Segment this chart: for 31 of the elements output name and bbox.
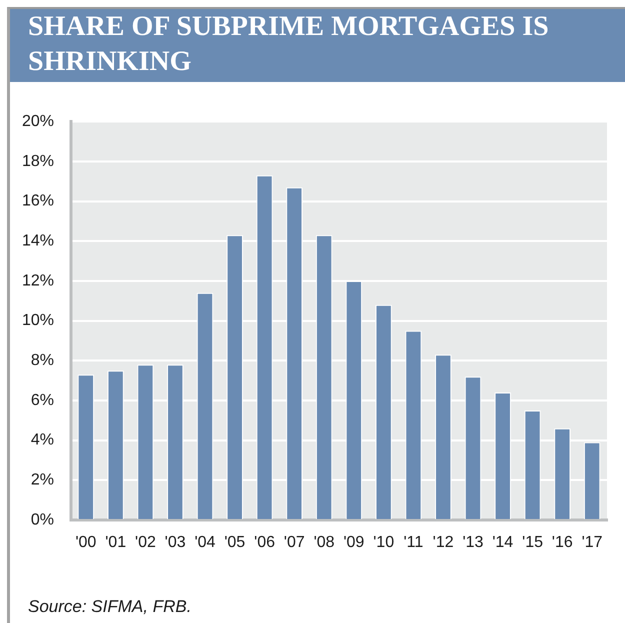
source-note: Source: SIFMA, FRB. [28,597,192,617]
x-tick-label: '00 [75,534,96,552]
y-tick-label: 8% [30,352,54,370]
x-tick-label: '02 [135,534,156,552]
x-tick-label: '01 [105,534,126,552]
y-tick-label: 14% [22,232,54,250]
y-tick-label: 6% [30,392,54,409]
chart-title: SHARE OF SUBPRIME MORTGAGES IS SHRINKING [28,10,550,79]
y-tick-label: 4% [30,432,54,449]
x-tick-label: '16 [552,534,573,552]
x-tick-label: '07 [284,534,305,552]
x-tick-label: '06 [254,534,276,552]
x-tick-label: '12 [432,534,454,552]
x-tick-label: '17 [582,534,603,552]
x-tick-label: '13 [462,534,484,552]
y-tick-label: 20% [22,113,54,130]
x-tick-label: '08 [314,534,335,552]
x-tick-label: '03 [164,534,186,552]
y-tick-label: 0% [30,511,54,528]
y-tick-label: 10% [22,312,54,330]
x-tick-label: '09 [343,534,364,552]
y-tick-label: 12% [22,272,54,290]
x-tick-label: '10 [373,534,394,552]
y-tick-label: 16% [22,192,54,210]
y-tick-label: 2% [30,472,54,489]
x-tick-label: '15 [522,534,544,552]
x-tick-label: '05 [224,534,246,552]
x-tick-label: '14 [492,534,514,552]
x-tick-label: '04 [194,534,216,552]
y-tick-label: 18% [22,152,54,170]
x-tick-label: '11 [404,534,424,552]
